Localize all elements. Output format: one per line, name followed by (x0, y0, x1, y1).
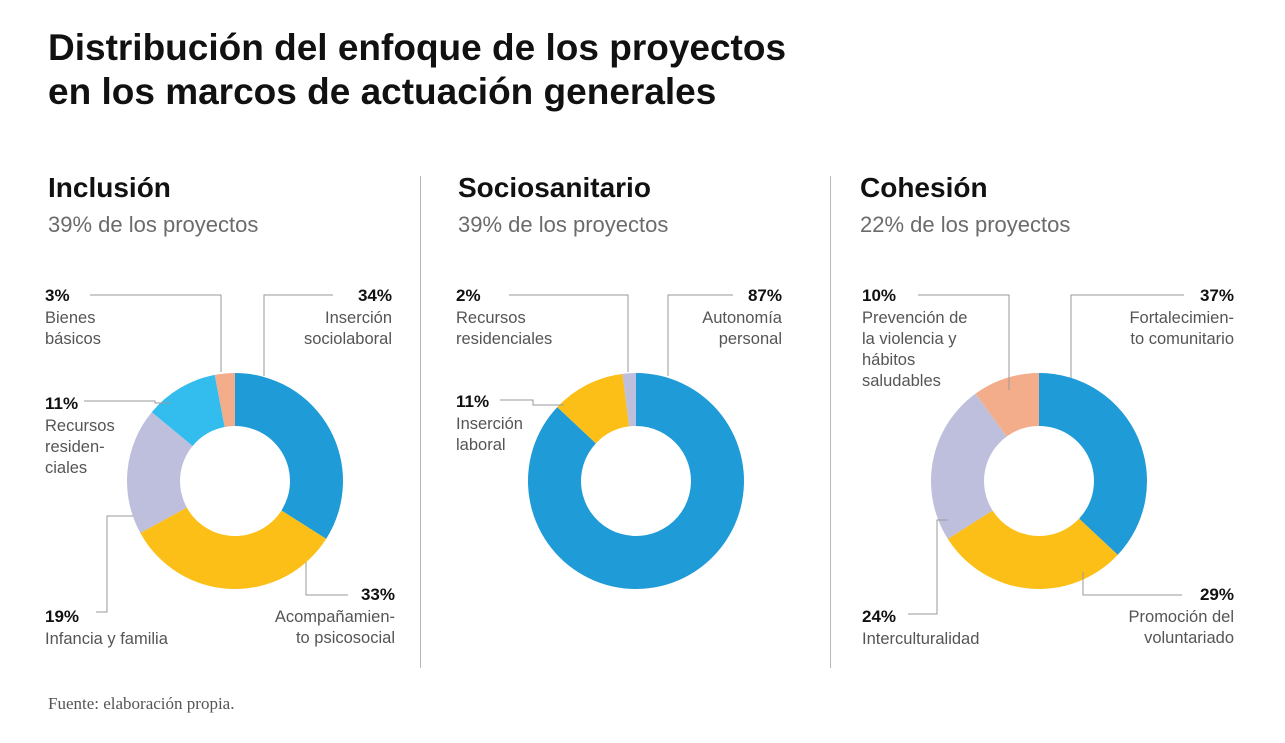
slice-name-line: Inserción (456, 415, 523, 433)
leader-line (263, 294, 333, 376)
chart-title: Distribución del enfoque de los proyecto… (48, 26, 948, 114)
leader-line (667, 294, 733, 376)
donut-slice-promoción-del (947, 510, 1118, 590)
donut-slice-inserción (557, 373, 630, 444)
donut-slice-inserción (235, 372, 344, 539)
panel-title-sociosanitario: Sociosanitario (458, 172, 651, 203)
slice-name-line: personal (718, 330, 782, 348)
slice-label-sociosanitario-insercion: 11% Inserción laboral (456, 391, 646, 456)
slice-pct: 87% (747, 286, 782, 305)
slice-name-line: Interculturalidad (862, 630, 980, 648)
slice-pct: 3% (45, 286, 70, 305)
slice-pct: 11% (456, 392, 490, 411)
slice-name-line: residenciales (456, 330, 553, 348)
slice-pct: 24% (862, 607, 897, 626)
slice-name-line: básicos (45, 330, 101, 348)
leader-line (90, 294, 222, 372)
donut-slice-recursos (151, 374, 225, 446)
leader-line (305, 562, 348, 596)
slice-label-inclusion-bienes: 3% Bienes básicos (45, 285, 235, 350)
donut-slice-prevención-de (975, 373, 1039, 437)
donut-slice-interculturalidad (930, 393, 1007, 539)
slice-label-cohesion-interculturalidad: 24% Interculturalidad (862, 606, 1052, 650)
leader-line (1082, 572, 1182, 596)
leader-line (84, 400, 170, 404)
leader-line (500, 399, 564, 406)
slice-name-line: hábitos (862, 351, 916, 369)
chart-title-line-2: en los marcos de actuación generales (48, 71, 717, 112)
slice-name-line: residen- (45, 438, 105, 456)
donut-slice-infancia-y-familia (126, 412, 193, 534)
slice-label-sociosanitario-autonomia: 87% Autonomía personal (592, 285, 782, 350)
slice-name-line: Acompañamien- (274, 608, 395, 626)
slice-pct: 19% (45, 607, 80, 626)
donut-slice-bienes (214, 373, 235, 427)
slice-pct: 2% (456, 286, 481, 305)
slice-name-line: Recursos (45, 417, 115, 435)
leader-line (96, 515, 133, 613)
donut-slice-fortalecimien (1039, 372, 1147, 555)
leader-line (1070, 294, 1184, 378)
slice-label-cohesion-promocion: 29% Promoción del voluntariado (1044, 584, 1234, 649)
slice-name-line: Inserción (325, 309, 392, 327)
panel-title-cohesion: Cohesión (860, 172, 988, 203)
leader-line (918, 294, 1010, 390)
slice-name-line: Recursos (456, 309, 526, 327)
slice-pct: 33% (360, 585, 395, 604)
panel-title-inclusion: Inclusión (48, 172, 171, 203)
slice-label-inclusion-insercion: 34% Inserción sociolaboral (202, 285, 392, 350)
slice-name-line: to psicosocial (295, 629, 395, 647)
leader-line (908, 519, 948, 615)
slice-name-line: Prevención de (862, 309, 968, 327)
donut-slice-autonomía (528, 373, 744, 589)
slice-name-line: Autonomía (702, 309, 782, 327)
slice-pct: 29% (1199, 585, 1234, 604)
slice-label-inclusion-acompanamiento: 33% Acompañamien- to psicosocial (205, 584, 395, 649)
panel-subtitle-cohesion: 22% de los proyectos (860, 212, 1071, 237)
slice-name-line: to comunitario (1130, 330, 1234, 348)
panel-divider-2 (830, 176, 831, 668)
panel-subtitle-inclusion: 39% de los proyectos (48, 212, 259, 237)
slice-name-line: Fortalecimien- (1129, 309, 1234, 327)
slice-name-line: Bienes (45, 309, 96, 327)
chart-title-line-1: Distribución del enfoque de los proyecto… (48, 27, 787, 68)
slice-pct: 37% (1199, 286, 1234, 305)
slice-label-inclusion-infancia: 19% Infancia y familia (45, 606, 235, 650)
panel-subtitle-sociosanitario: 39% de los proyectos (458, 212, 669, 237)
slice-name-line: voluntariado (1144, 629, 1234, 647)
panel-divider-1 (420, 176, 421, 668)
slice-name-line: Promoción del (1128, 608, 1234, 626)
slice-label-sociosanitario-recursos: 2% Recursos residenciales (456, 285, 646, 350)
slice-pct: 34% (357, 286, 392, 305)
slice-name-line: Infancia y familia (45, 630, 168, 648)
slice-name-line: laboral (456, 436, 506, 454)
slice-label-cohesion-prevencion: 10% Prevención de la violencia y hábitos… (862, 285, 1052, 392)
donut-slice-acompañamien (140, 507, 327, 590)
source-note: Fuente: elaboración propia. (48, 694, 235, 713)
slice-name-line: la violencia y (862, 330, 957, 348)
slice-name-line: saludables (862, 372, 941, 390)
leader-line (509, 294, 629, 372)
slice-pct: 10% (862, 286, 897, 305)
slice-label-inclusion-recursos: 11% Recursos residen- ciales (45, 393, 235, 479)
slice-name-line: sociolaboral (303, 330, 392, 348)
donut-slice-recursos (622, 373, 636, 427)
slice-pct: 11% (45, 394, 79, 413)
slice-name-line: ciales (45, 459, 88, 477)
slice-label-cohesion-fortalecimiento: 37% Fortalecimien- to comunitario (1044, 285, 1234, 350)
